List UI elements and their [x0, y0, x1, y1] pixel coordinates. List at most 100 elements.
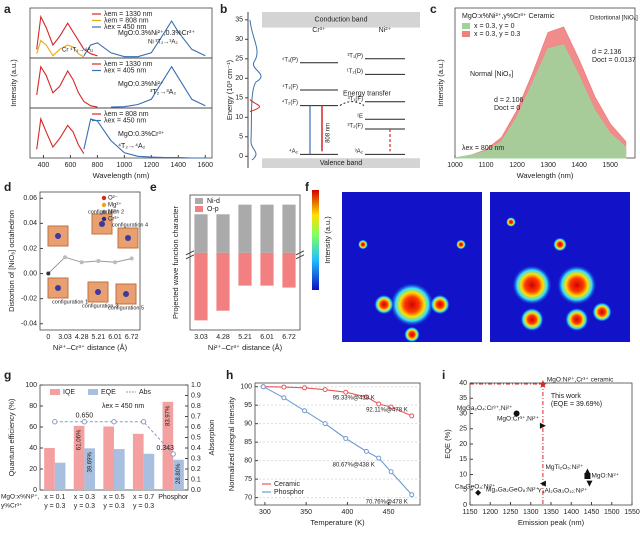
panel-letter: g — [4, 368, 11, 382]
x-tick-label: 1400 — [171, 162, 187, 169]
dos-curve — [249, 99, 260, 113]
x-category-label: x = 0.5 — [103, 494, 124, 501]
x-tick-label: 1300 — [523, 509, 539, 516]
y-tick-label: 30 — [235, 36, 243, 43]
bar — [194, 214, 208, 253]
annotation: Ni ³T₂→³A₂ — [148, 40, 178, 46]
x-category-label: Phosphor — [158, 494, 189, 501]
x-tick-label: 1200 — [144, 162, 160, 169]
y-tick-label: 100 — [240, 384, 252, 391]
x-category-label: 6.72 — [282, 334, 296, 341]
annotation: Normal [NiO₆] — [470, 71, 513, 78]
data-point — [343, 389, 349, 395]
annotation: MgO:0.3%Ni²⁺,0.3%Cr³⁺ — [118, 30, 195, 37]
data-point — [140, 419, 147, 425]
y-tick-label: 0.06 — [23, 195, 37, 202]
x-tick-label: 1250 — [503, 509, 519, 516]
data-point — [281, 395, 287, 401]
level-label: ³T₂(F) — [347, 124, 363, 130]
y2-tick-label: 0.9 — [191, 392, 201, 399]
legend-label: EQE — [101, 389, 116, 396]
data-point — [302, 385, 307, 391]
x-axis-title: Wavelength (nm) — [93, 171, 150, 180]
annotation: (EQE = 39.69%) — [551, 401, 602, 408]
y-axis-title: Quantum efficiency (%) — [7, 398, 16, 476]
series-line — [263, 386, 413, 496]
level-label: ⁴T₁(F) — [282, 84, 298, 91]
band-label: Conduction band — [315, 17, 368, 24]
y-tick-label: 10 — [235, 114, 243, 121]
x-category-label: 3.03 — [58, 334, 72, 341]
y-tick-label: 70 — [244, 494, 252, 501]
panel-letter: i — [442, 368, 445, 382]
y-axis-title: Normalized integral intensity — [227, 397, 236, 491]
y-tick-label: -0.04 — [21, 321, 37, 328]
x-tick-label: 400 — [342, 509, 354, 516]
panel-letter: h — [226, 368, 233, 382]
crystal-dopant — [55, 233, 61, 239]
data-point — [539, 422, 546, 429]
x-tick-label: 1100 — [479, 162, 494, 169]
data-point — [586, 480, 593, 487]
data-point — [584, 473, 591, 480]
y-axis-title: Intensity (a.u.) — [436, 59, 445, 107]
y-tick-label: 20 — [29, 466, 37, 473]
colorbar — [312, 190, 319, 290]
annotation: d = 2.106 — [494, 97, 523, 104]
y-tick-label: 40 — [459, 380, 467, 387]
data-point — [46, 271, 51, 276]
x-tick-label: 1300 — [540, 162, 556, 169]
y-axis-title: Distortion of [NiO₆] octahedron — [7, 210, 16, 312]
annotation: λex = 800 nm — [462, 145, 504, 152]
legend-label: λem = 808 nm — [104, 111, 149, 118]
level-label: ³A₂ — [355, 149, 364, 155]
legend-label: O²⁻ — [108, 196, 118, 202]
x-category-label: 0 — [46, 334, 50, 341]
y-tick-label: 10 — [459, 471, 467, 478]
x-category-label: 6.72 — [125, 334, 139, 341]
legend-label: O-p — [207, 206, 219, 213]
point-label: MgO:Ni²⁺,Cr³⁺ ceramic — [547, 377, 614, 384]
data-point — [129, 256, 134, 261]
x-tick-label: 1000 — [117, 162, 133, 169]
y2-tick-label: 1.0 — [191, 382, 201, 389]
series-area — [454, 44, 627, 159]
bar — [44, 448, 55, 490]
crystal-dopant — [99, 221, 105, 227]
point-label: Y₃Al₂Ga₃O₁₂:Ni²⁺ — [538, 487, 588, 494]
y-tick-label: 30 — [459, 410, 467, 417]
heatmap-spot — [556, 265, 597, 305]
x-category-label: 6.01 — [260, 334, 274, 341]
point-label: MgO:Cr³⁺,Ni²⁺ — [497, 415, 539, 422]
annotation: ⁴T₂→⁴A₂ — [118, 143, 146, 150]
annotation: configuration 2 — [88, 209, 124, 215]
dos-curve — [249, 19, 262, 161]
point-label: MgO:Ni²⁺ — [591, 473, 619, 480]
x-tick-label: 1150 — [462, 509, 477, 516]
data-point — [409, 492, 415, 498]
data-point — [388, 469, 394, 475]
series-line — [36, 116, 85, 154]
legend-label: Ceramic — [274, 481, 301, 488]
annotation: Cr ⁴T₂→⁴A₂ — [62, 47, 94, 54]
y-tick-label: 0 — [33, 487, 37, 494]
x-category-label: y = 0.3 — [74, 503, 95, 510]
row-label: MgO:x%Ni²⁺, — [1, 494, 40, 501]
y-axis-title: Projected wave function character — [171, 206, 180, 319]
x-axis-title: Wavelength (nm) — [517, 171, 574, 180]
y2-tick-label: 0.8 — [191, 403, 201, 410]
data-point — [409, 413, 415, 419]
x-axis-title: Temperature (K) — [310, 518, 365, 527]
x-tick-label: 1550 — [624, 509, 640, 516]
y-axis-title: EQE (%) — [443, 429, 452, 459]
data-point — [513, 410, 520, 417]
y2-tick-label: 0.4 — [191, 445, 201, 452]
data-point — [322, 387, 328, 393]
bar — [54, 462, 66, 490]
legend-swatch — [462, 23, 470, 29]
level-label: ³T₁(F) — [348, 96, 363, 102]
row-label: y%Cr³⁺ — [1, 503, 23, 510]
x-tick-label: 1200 — [509, 162, 525, 169]
legend-swatch — [101, 202, 107, 208]
data-point — [302, 408, 307, 414]
